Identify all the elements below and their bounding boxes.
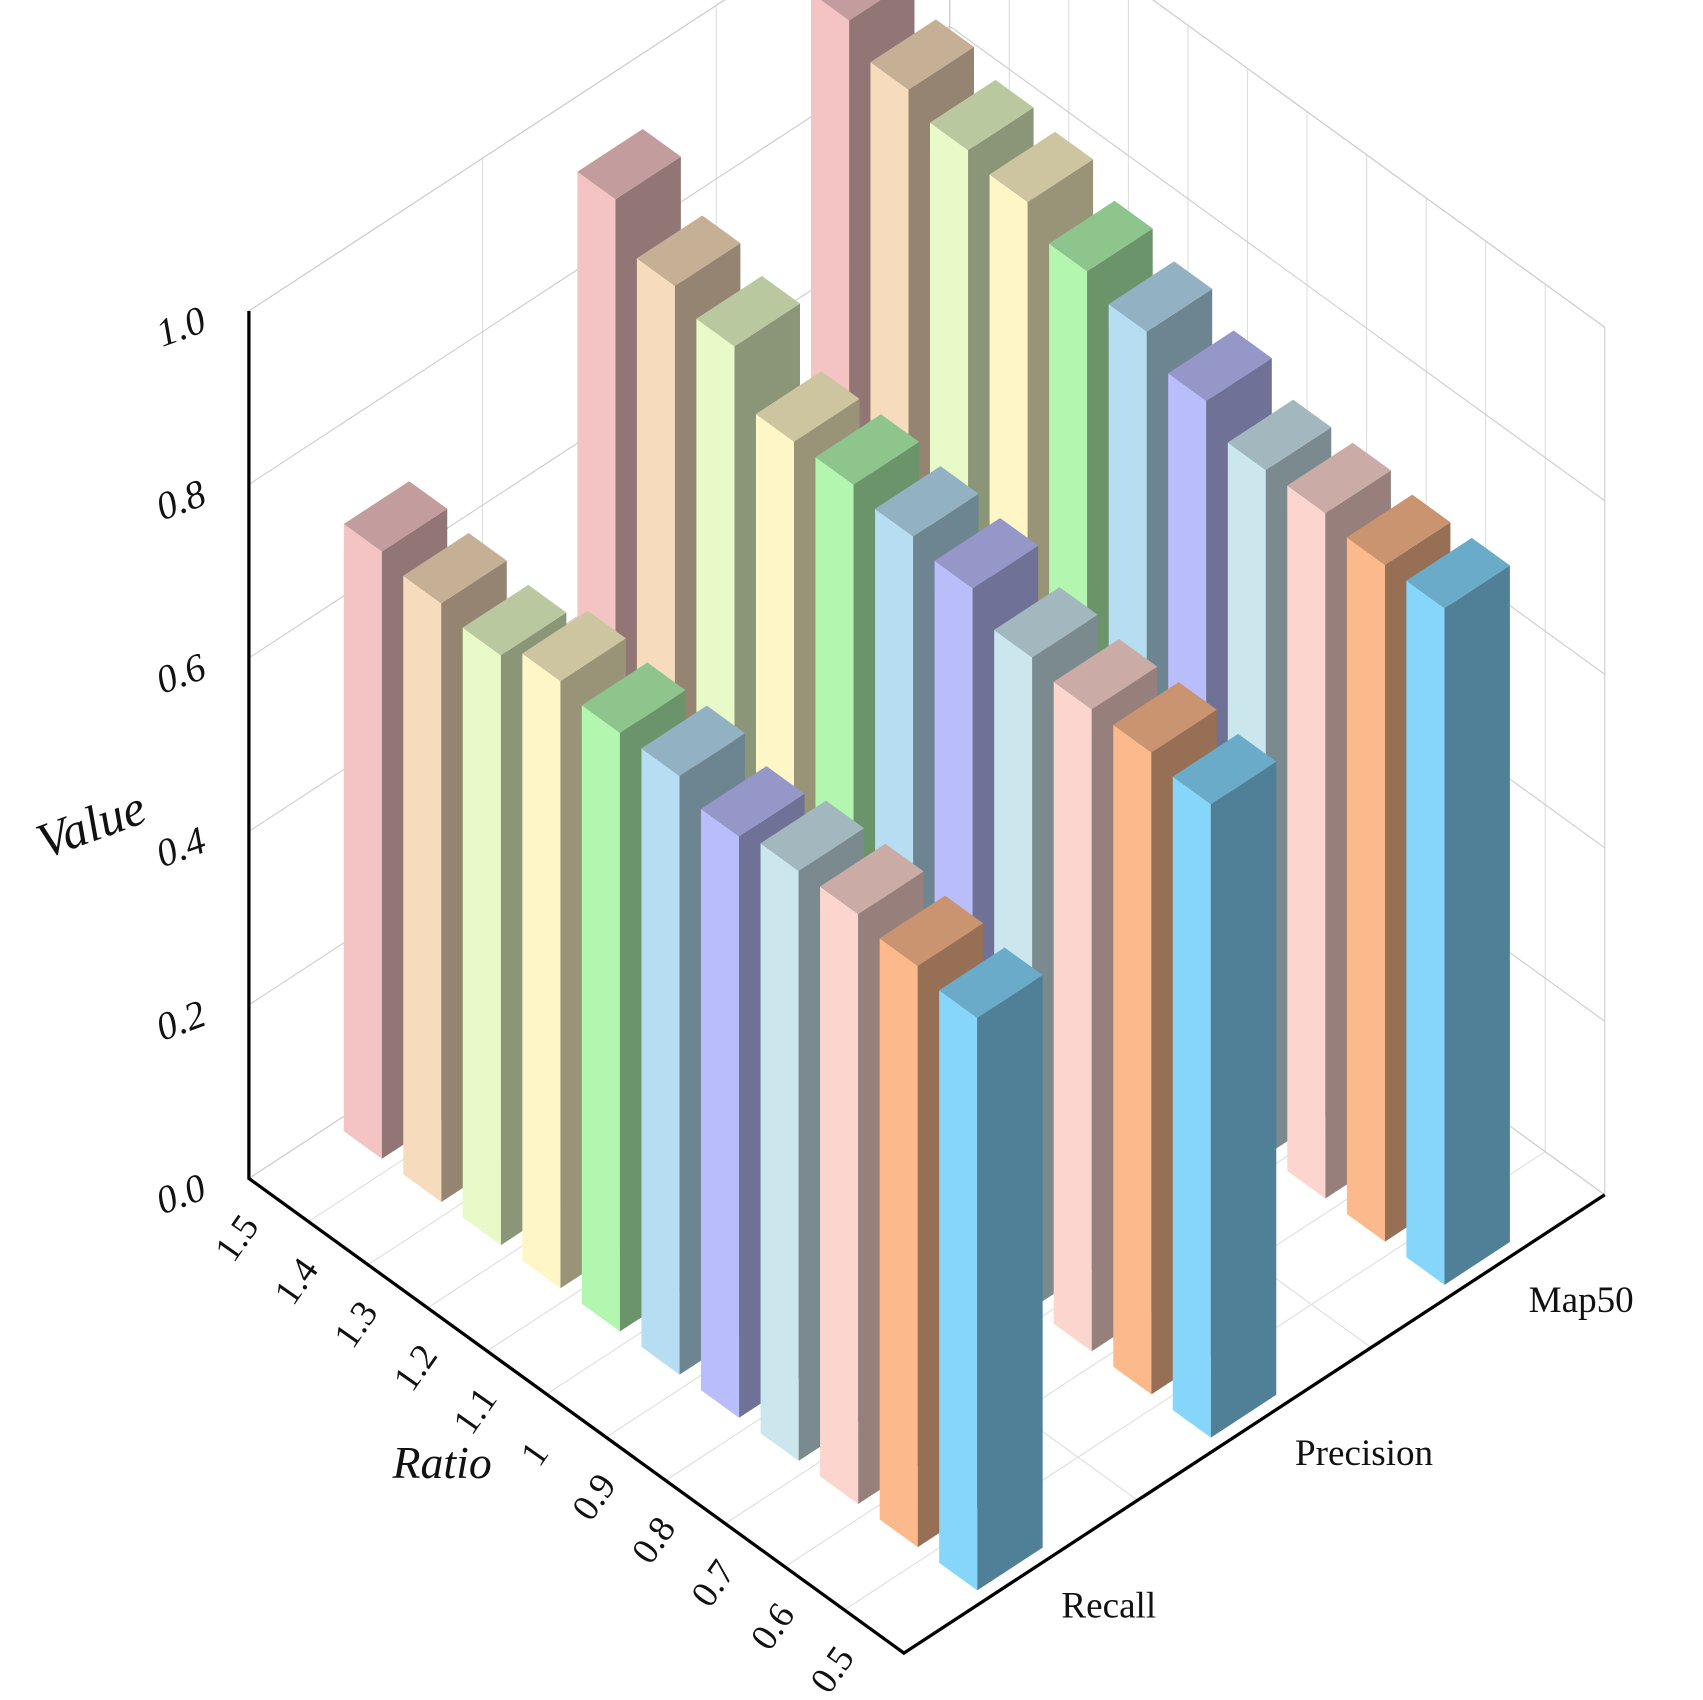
bar-side <box>1444 565 1510 1285</box>
bar-face <box>1053 681 1092 1352</box>
bar-top <box>700 766 805 837</box>
y-tick-label: 1.0 <box>151 298 212 355</box>
bar-top <box>343 481 448 552</box>
bar-top <box>870 19 974 90</box>
bar-face <box>1287 485 1326 1199</box>
bar-top <box>462 584 567 656</box>
bar-top <box>1172 733 1277 805</box>
bar-top <box>1168 330 1272 401</box>
bar-side <box>977 975 1043 1591</box>
legend-label: Recall <box>1061 1586 1156 1627</box>
bar-top <box>929 79 1034 151</box>
y-tick-label: 0.8 <box>151 472 212 529</box>
bar-face <box>581 705 620 1332</box>
bar-top <box>939 947 1043 1018</box>
bar-face <box>1172 776 1211 1438</box>
bar-top <box>641 705 745 777</box>
bar-face <box>641 748 680 1375</box>
bar-top <box>1406 537 1510 609</box>
bar-top <box>820 0 881 21</box>
bar-top <box>1287 442 1391 514</box>
bar-top <box>879 895 984 966</box>
x-tick-label: 1.1 <box>445 1380 505 1441</box>
bar-top <box>1346 494 1451 565</box>
bar-side <box>1210 761 1277 1438</box>
x-tick-label: 0.9 <box>564 1467 624 1528</box>
bar <box>1172 733 1277 1438</box>
bar-top <box>994 587 1098 658</box>
x-tick-label: 0.7 <box>684 1553 744 1614</box>
y-axis-title: Value <box>29 779 153 870</box>
bar-top <box>755 371 860 442</box>
bar-top <box>577 128 681 200</box>
bar-face <box>1346 537 1385 1242</box>
bar-top <box>815 414 920 485</box>
x-tick-label: 0.6 <box>743 1596 803 1657</box>
bar-top <box>1049 200 1153 272</box>
bar-top <box>934 517 1039 589</box>
bar-face <box>1113 724 1152 1395</box>
bar-face <box>820 886 859 1505</box>
y-tick-label: 0.6 <box>151 645 212 702</box>
x-axis-title: Ratio <box>391 1437 491 1488</box>
y-tick-label: 0.4 <box>151 819 212 876</box>
x-tick-label: 1.2 <box>386 1337 446 1398</box>
bar-top <box>1108 261 1213 332</box>
x-tick-label: 0.8 <box>624 1510 684 1571</box>
legend-label: Map50 <box>1529 1280 1634 1321</box>
bar-top <box>989 131 1094 203</box>
bar-top <box>696 275 800 347</box>
bar-top <box>636 215 741 286</box>
x-tick-label: 1.3 <box>326 1294 386 1355</box>
bar-top <box>522 610 626 682</box>
bar-face <box>700 808 740 1418</box>
bar-top <box>581 662 686 733</box>
y-tick-label: 0.2 <box>151 992 212 1049</box>
bar-top <box>1053 638 1158 710</box>
axis-line <box>247 310 1606 1656</box>
bar-face <box>879 938 918 1548</box>
y-tick-label: 0.0 <box>151 1166 212 1223</box>
bar-top <box>403 533 507 604</box>
bar <box>1406 537 1510 1285</box>
bar-face <box>760 843 799 1461</box>
bar-face <box>462 627 501 1246</box>
bar-top <box>1113 682 1217 753</box>
bar-face <box>343 523 382 1159</box>
x-tick-label: 1 <box>513 1435 557 1474</box>
bar-face <box>1406 580 1445 1285</box>
legend-label: Precision <box>1295 1433 1433 1474</box>
bar-face <box>522 653 561 1289</box>
grid-line <box>248 25 1606 502</box>
x-tick-label: 0.5 <box>803 1639 863 1700</box>
bar <box>939 947 1043 1591</box>
bar-top <box>1227 399 1332 471</box>
grid-line <box>248 0 1606 328</box>
bar-face <box>403 575 442 1203</box>
x-tick-label: 1.4 <box>267 1251 327 1312</box>
bar-face <box>939 990 978 1591</box>
bar-top <box>875 466 979 537</box>
bar-top <box>820 843 924 915</box>
x-tick-label: 1.5 <box>207 1208 267 1269</box>
bar-top <box>760 800 865 871</box>
